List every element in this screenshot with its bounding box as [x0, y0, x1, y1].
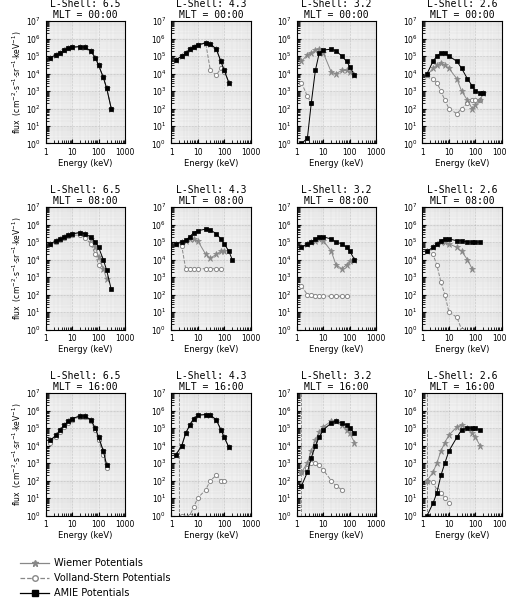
X-axis label: Energy (keV): Energy (keV)	[435, 159, 489, 168]
X-axis label: Energy (keV): Energy (keV)	[58, 531, 113, 540]
X-axis label: Energy (keV): Energy (keV)	[58, 345, 113, 354]
X-axis label: Energy (keV): Energy (keV)	[184, 345, 238, 354]
X-axis label: Energy (keV): Energy (keV)	[309, 159, 364, 168]
Title: L-Shell: 4.3
MLT = 16:00: L-Shell: 4.3 MLT = 16:00	[176, 371, 246, 393]
Y-axis label: flux  (cm$^{-2}$$\cdot$s$^{-1}$$\cdot$sr$^{-1}$$\cdot$keV$^{-1}$): flux (cm$^{-2}$$\cdot$s$^{-1}$$\cdot$sr$…	[11, 216, 24, 320]
X-axis label: Energy (keV): Energy (keV)	[58, 159, 113, 168]
Title: L-Shell: 2.6
MLT = 00:00: L-Shell: 2.6 MLT = 00:00	[427, 0, 497, 21]
Legend: Wiemer Potentials, Volland-Stern Potentials, AMIE Potentials: Wiemer Potentials, Volland-Stern Potenti…	[20, 558, 170, 598]
Title: L-Shell: 4.3
MLT = 08:00: L-Shell: 4.3 MLT = 08:00	[176, 185, 246, 206]
Title: L-Shell: 6.5
MLT = 08:00: L-Shell: 6.5 MLT = 08:00	[50, 185, 121, 206]
X-axis label: Energy (keV): Energy (keV)	[309, 345, 364, 354]
X-axis label: Energy (keV): Energy (keV)	[184, 531, 238, 540]
X-axis label: Energy (keV): Energy (keV)	[435, 531, 489, 540]
X-axis label: Energy (keV): Energy (keV)	[184, 159, 238, 168]
Title: L-Shell: 2.6
MLT = 16:00: L-Shell: 2.6 MLT = 16:00	[427, 371, 497, 393]
Title: L-Shell: 3.2
MLT = 16:00: L-Shell: 3.2 MLT = 16:00	[301, 371, 372, 393]
Title: L-Shell: 6.5
MLT = 16:00: L-Shell: 6.5 MLT = 16:00	[50, 371, 121, 393]
Title: L-Shell: 6.5
MLT = 00:00: L-Shell: 6.5 MLT = 00:00	[50, 0, 121, 21]
Y-axis label: flux  (cm$^{-2}$$\cdot$s$^{-1}$$\cdot$sr$^{-1}$$\cdot$keV$^{-1}$): flux (cm$^{-2}$$\cdot$s$^{-1}$$\cdot$sr$…	[11, 403, 24, 506]
Title: L-Shell: 3.2
MLT = 00:00: L-Shell: 3.2 MLT = 00:00	[301, 0, 372, 21]
X-axis label: Energy (keV): Energy (keV)	[309, 531, 364, 540]
Title: L-Shell: 4.3
MLT = 00:00: L-Shell: 4.3 MLT = 00:00	[176, 0, 246, 21]
Title: L-Shell: 2.6
MLT = 08:00: L-Shell: 2.6 MLT = 08:00	[427, 185, 497, 206]
X-axis label: Energy (keV): Energy (keV)	[435, 345, 489, 354]
Title: L-Shell: 3.2
MLT = 08:00: L-Shell: 3.2 MLT = 08:00	[301, 185, 372, 206]
Y-axis label: flux  (cm$^{-2}$$\cdot$s$^{-1}$$\cdot$sr$^{-1}$$\cdot$keV$^{-1}$): flux (cm$^{-2}$$\cdot$s$^{-1}$$\cdot$sr$…	[11, 31, 24, 134]
